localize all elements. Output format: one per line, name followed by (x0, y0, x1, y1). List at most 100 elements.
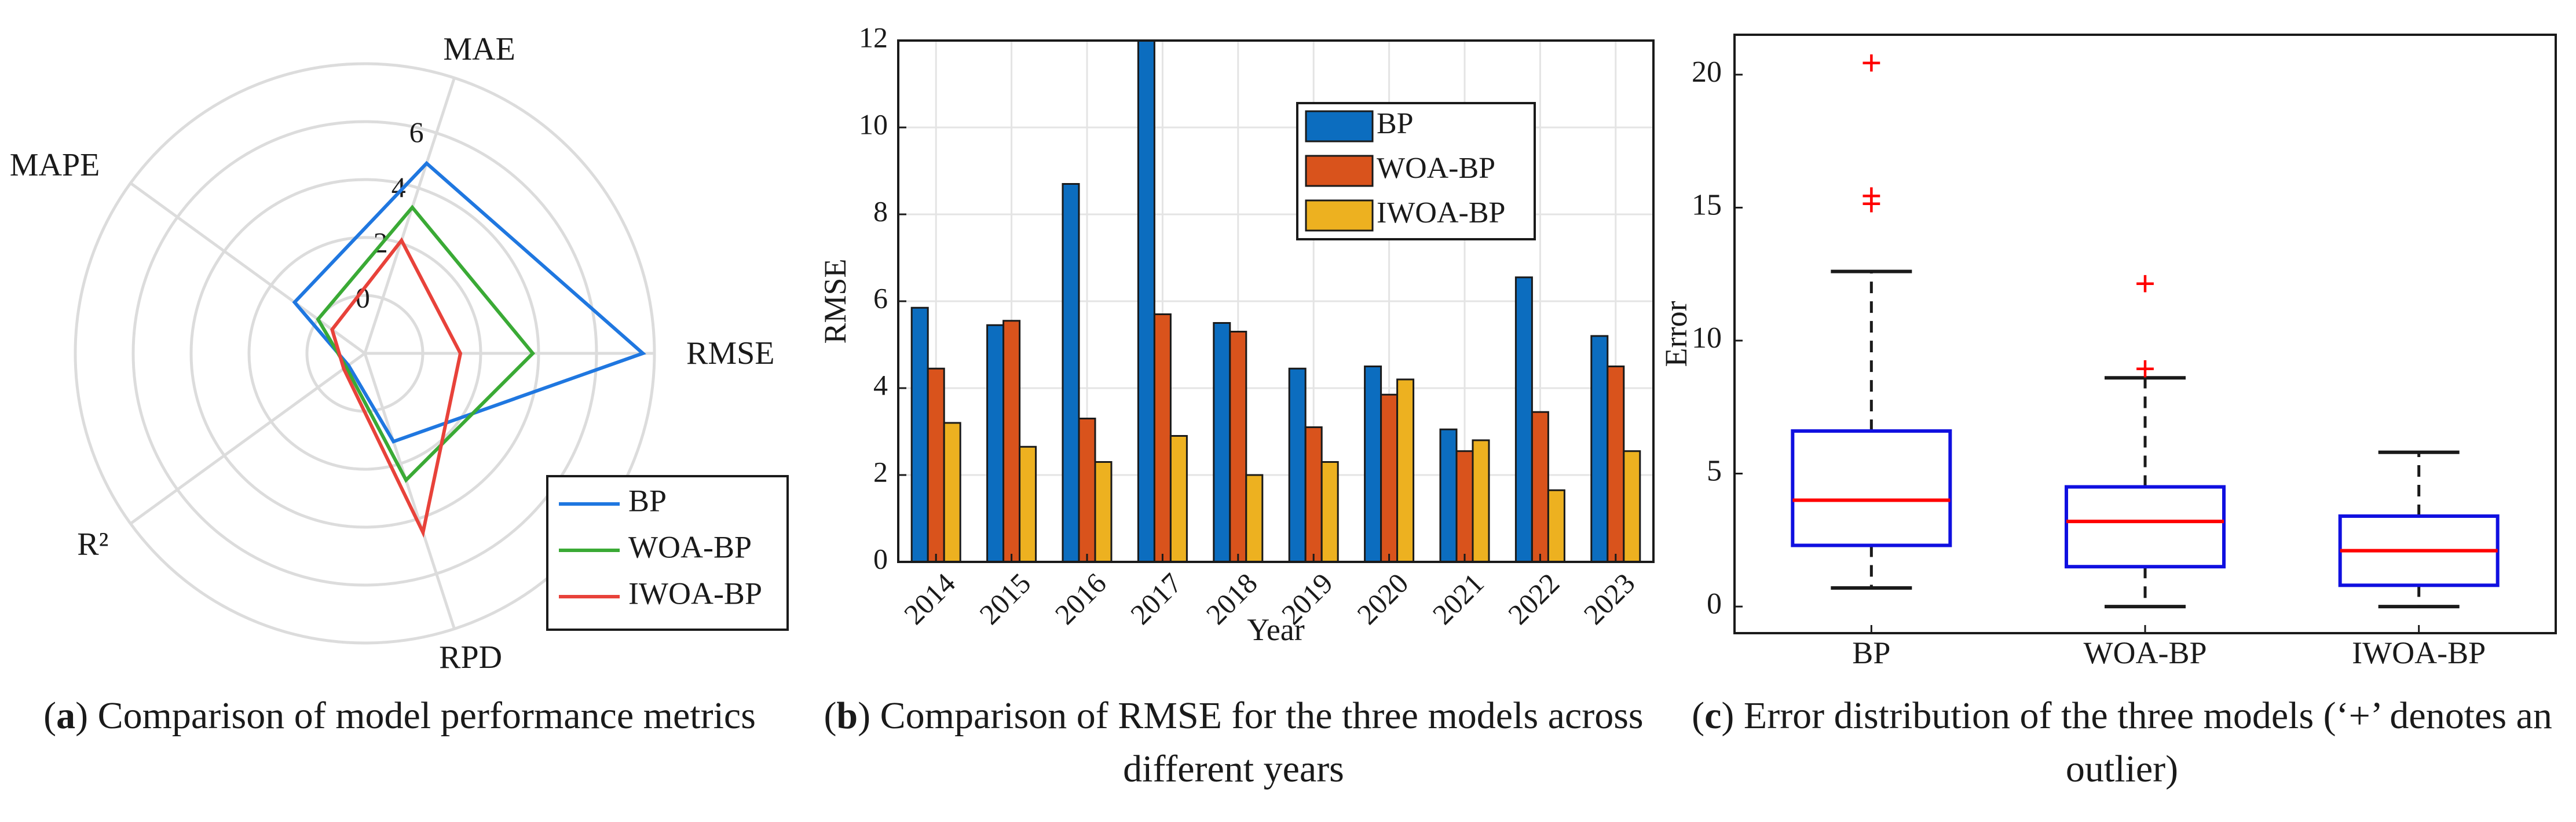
bar-legend-label-woa-bp: WOA-BP (1377, 152, 1495, 185)
radar-axis-label-mae: MAE (443, 31, 515, 67)
bar-bp-2023 (1590, 335, 1609, 563)
caption-b-text: Comparison of RMSE for the three models … (880, 695, 1644, 790)
radar-series-woa-bp (316, 204, 536, 483)
radar-axis-label-rpd: RPD (439, 640, 502, 675)
box-outlier-woa-bp: + (2135, 263, 2156, 304)
caption-c-tag: c (1704, 695, 1722, 737)
bar-chart-panel: 0 2 4 6 8 10 12 2014 2015 2016 2017 2018 2019 2020 202… (799, 0, 1679, 666)
radar-spoke-mae (363, 77, 456, 354)
radar-axis-label-mape: MAPE (10, 147, 100, 183)
bar-ytick-label: 0 (873, 542, 888, 575)
bar-xtick-label-2021: 2021 (1426, 567, 1490, 630)
bar-legend-label-iwoa-bp: IWOA-BP (1377, 196, 1505, 229)
bar-iwoa-bp-2021 (1472, 439, 1490, 563)
box-xtick-label-woa-bp: WOA-BP (2084, 635, 2207, 670)
radar-series-bp (292, 160, 646, 444)
bar-ytick-label: 8 (873, 195, 888, 227)
bar-legend-swatch-bp (1305, 110, 1374, 143)
box-axes-frame (1733, 34, 2557, 634)
box-ytick-label: 5 (1707, 454, 1722, 487)
bar-xtick-label-2016: 2016 (1049, 567, 1113, 630)
bar-bp-2018 (1213, 322, 1231, 563)
bar-x-axis-title: Year (1247, 612, 1305, 647)
bar-ytick-label: 2 (873, 455, 888, 488)
bar-ytick-label: 12 (859, 21, 888, 53)
box-plot-panel: + + + BP + + WOA-BP IWOA-BP 0 5 10 15 20 Error (1659, 0, 2576, 670)
bar-woa-bp-2020 (1380, 393, 1399, 563)
caption-c: (c) Error distribution of the three mode… (1692, 695, 2552, 790)
radar-axis-label-rmse: RMSE (686, 335, 775, 371)
box-ytick-label: 0 (1707, 587, 1722, 620)
box-ytick-label: 20 (1692, 56, 1722, 89)
box-woa-bp (2065, 485, 2226, 569)
bar-woa-bp-2015 (1002, 320, 1021, 563)
bar-bp-2017 (1137, 39, 1155, 563)
box-bp (1791, 429, 1952, 547)
radar-spoke-mape (130, 182, 366, 355)
radar-legend-label-woa-bp: WOA-BP (628, 529, 752, 564)
box-y-axis-title: Error (1659, 301, 1693, 367)
caption-b-tag: b (836, 695, 858, 737)
radar-series-iwoa-bp (330, 237, 463, 538)
radar-spoke-rpd (363, 353, 456, 630)
bar-legend-swatch-iwoa-bp (1305, 199, 1374, 232)
bar-xtick-label-2017: 2017 (1124, 567, 1188, 630)
radar-tick-label: 6 (409, 116, 424, 148)
bar-bp-2019 (1288, 367, 1307, 563)
bar-iwoa-bp-2015 (1019, 445, 1037, 563)
bar-iwoa-bp-2016 (1094, 461, 1113, 563)
bar-legend-swatch-woa-bp (1305, 155, 1374, 187)
caption-a: (a) Comparison of model performance metr… (43, 695, 756, 737)
bar-iwoa-bp-2022 (1547, 489, 1565, 563)
bar-xtick-label-2014: 2014 (898, 567, 961, 630)
radar-legend-box (546, 475, 789, 631)
bar-xtick-label-2020: 2020 (1351, 567, 1414, 630)
bar-woa-bp-2019 (1304, 426, 1323, 563)
bar-iwoa-bp-2014 (943, 422, 961, 563)
bar-bp-2014 (910, 306, 929, 563)
caption-c-text: Error distribution of the three models (… (1743, 695, 2552, 790)
bar-ytick-label: 6 (873, 282, 888, 314)
bar-bp-2015 (986, 324, 1005, 563)
radar-legend-label-bp: BP (628, 483, 667, 518)
bar-xtick-label-2022: 2022 (1502, 567, 1565, 630)
box-xtick-label-iwoa-bp: IWOA-BP (2352, 635, 2486, 670)
bar-bp-2016 (1062, 183, 1080, 563)
caption-a-text: Comparison of model performance metrics (97, 695, 756, 737)
bar-woa-bp-2022 (1531, 411, 1549, 563)
bar-woa-bp-2017 (1153, 313, 1172, 563)
bar-iwoa-bp-2020 (1396, 378, 1415, 563)
bar-bp-2020 (1364, 366, 1382, 563)
box-xtick-label-bp: BP (1852, 635, 1890, 670)
bar-ytick-label: 10 (859, 108, 888, 140)
bar-woa-bp-2018 (1229, 331, 1247, 563)
bar-iwoa-bp-2019 (1320, 461, 1339, 563)
box-outlier-woa-bp: + (2135, 348, 2156, 389)
bar-woa-bp-2014 (927, 367, 945, 563)
bar-ytick-label: 4 (873, 368, 888, 401)
caption-b: (b) Comparison of RMSE for the three mod… (824, 695, 1644, 790)
bar-y-axis-title: RMSE (818, 258, 852, 344)
box-outlier-bp: + (1861, 42, 1882, 83)
box-outlier-bp: + (1861, 183, 1882, 224)
bar-bp-2021 (1439, 428, 1458, 563)
bar-xtick-label-2015: 2015 (973, 567, 1037, 630)
radar-legend-label-iwoa-bp: IWOA-BP (628, 576, 762, 611)
box-ytick-label: 10 (1692, 322, 1722, 355)
bar-xtick-label-2023: 2023 (1577, 567, 1641, 630)
radar-chart-panel: 0 2 4 6 MAE RMSE RPD R² MAPE BP WOA-BP IWOA-BP (0, 0, 799, 675)
caption-a-tag: a (56, 695, 76, 737)
bar-iwoa-bp-2017 (1169, 435, 1188, 563)
bar-iwoa-bp-2023 (1623, 450, 1641, 563)
bar-legend-label-bp: BP (1377, 107, 1414, 140)
bar-woa-bp-2021 (1455, 450, 1474, 563)
radar-axis-label-r: R² (77, 527, 108, 562)
radar-spoke-r (130, 352, 366, 525)
box-ytick-label: 15 (1692, 188, 1722, 221)
bar-bp-2022 (1514, 276, 1533, 563)
bar-woa-bp-2023 (1607, 366, 1625, 563)
bar-woa-bp-2016 (1078, 418, 1096, 563)
